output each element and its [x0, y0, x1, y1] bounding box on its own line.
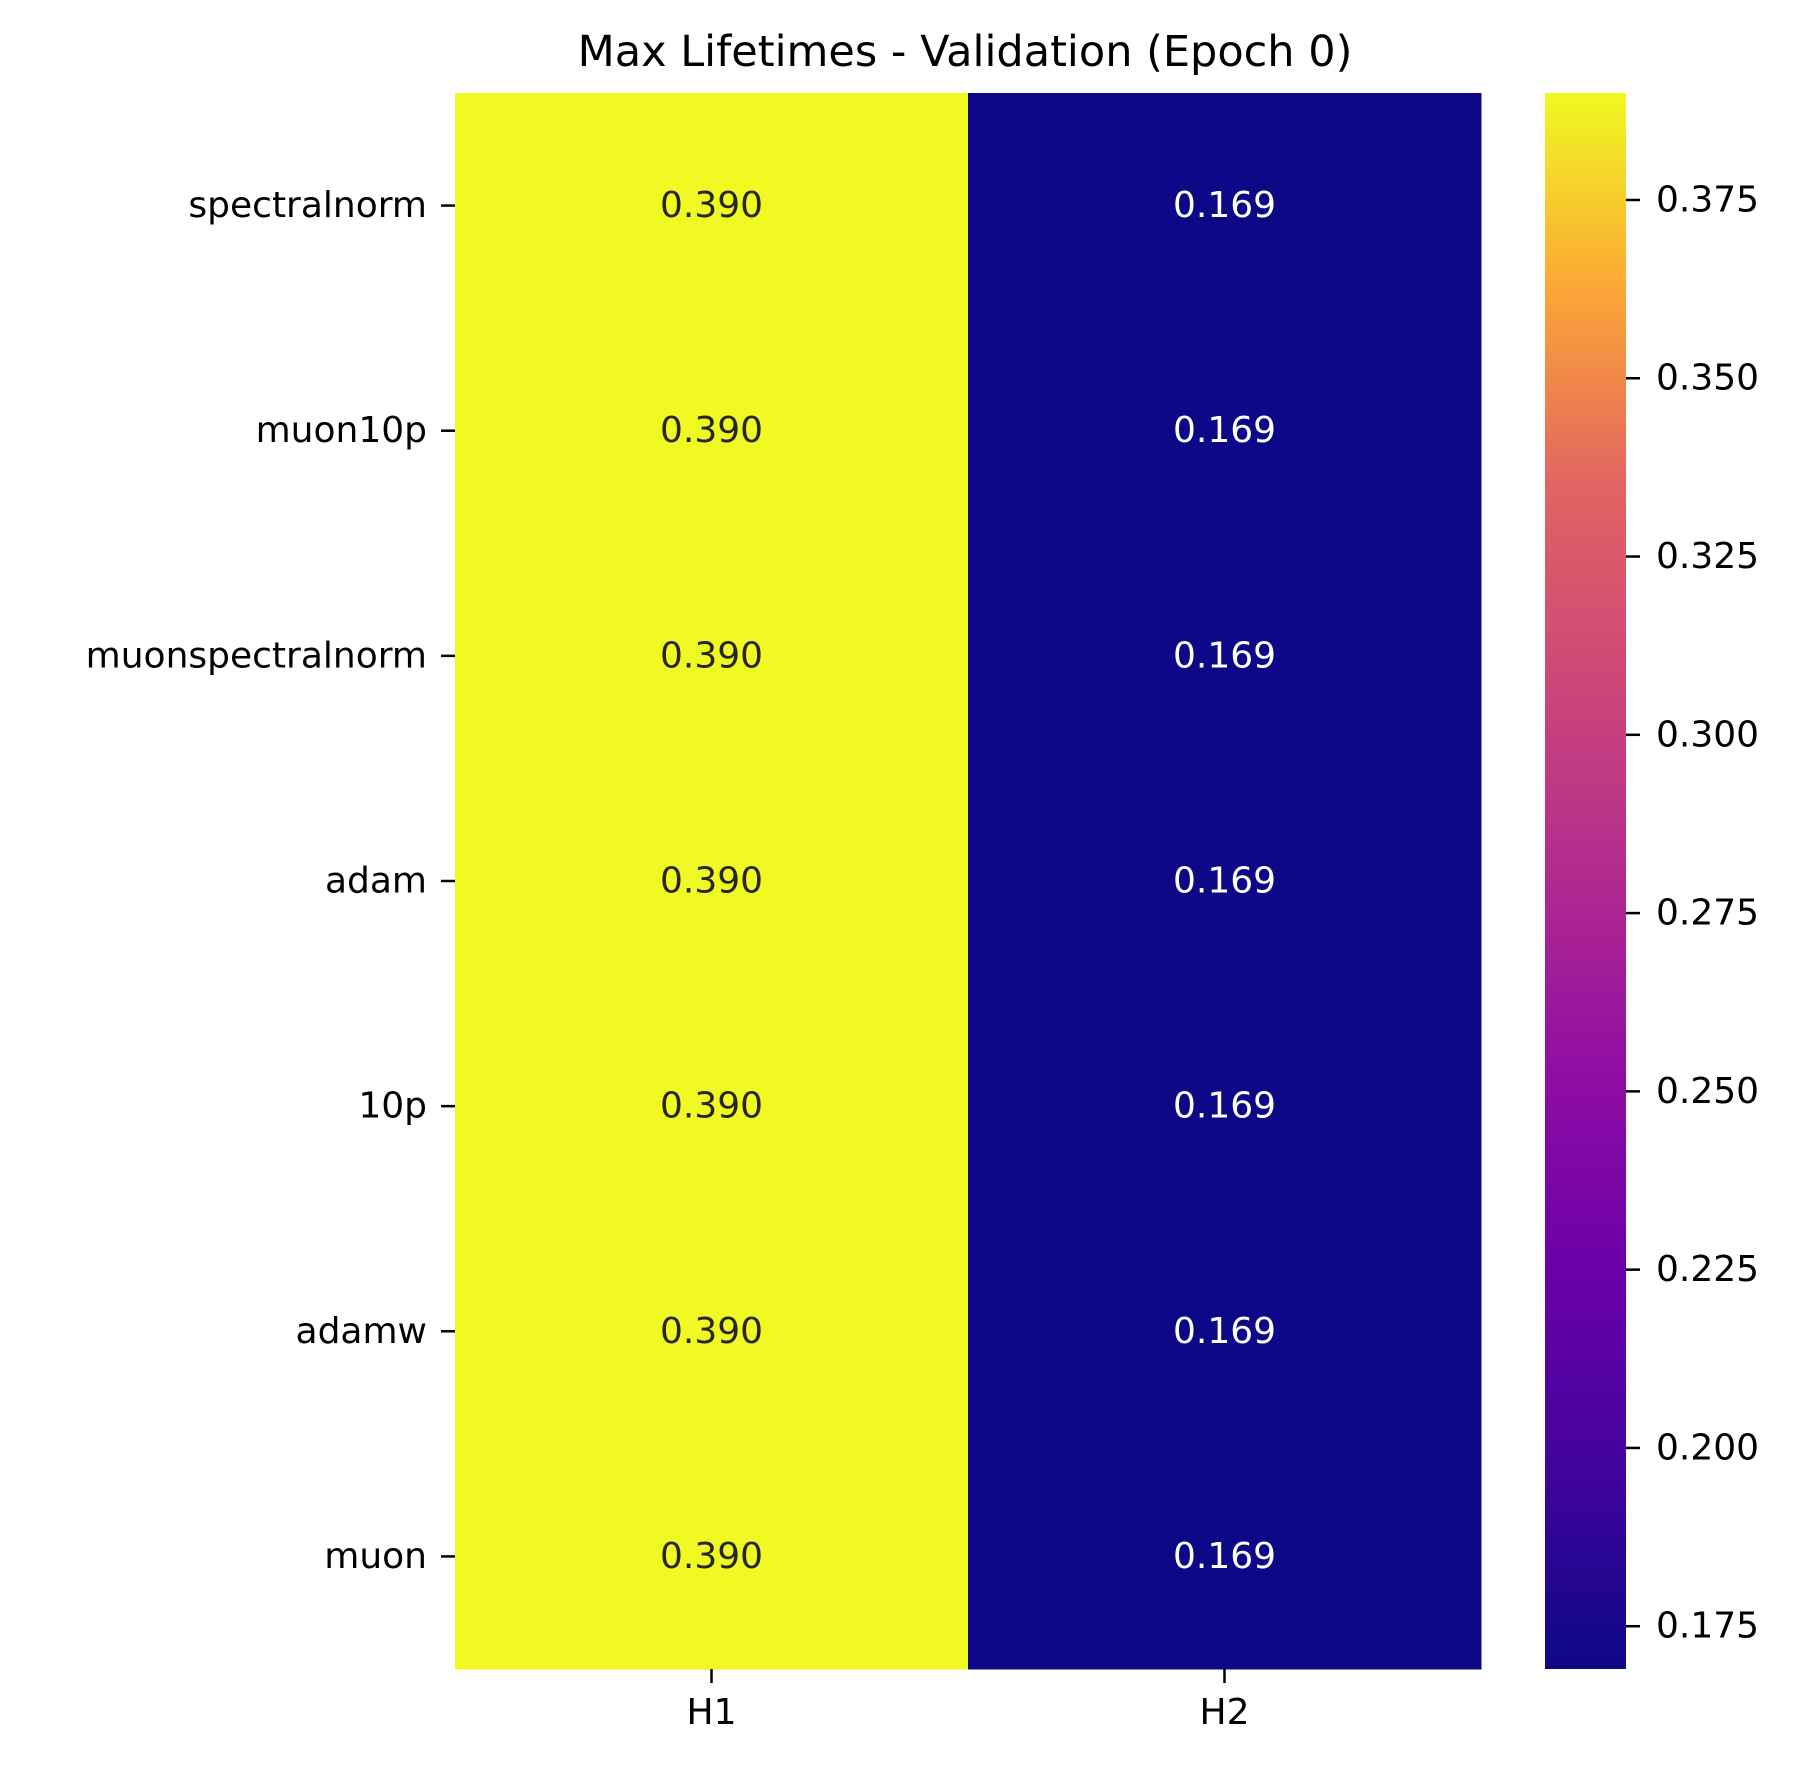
y-tick-label: muonspectralnorm	[86, 635, 427, 676]
colorbar-tick-label: 0.225	[1656, 1249, 1759, 1290]
colorbar-tick-label: 0.175	[1656, 1606, 1759, 1647]
colorbar-tick-label: 0.250	[1656, 1071, 1759, 1112]
y-tick-label: 10p	[358, 1086, 427, 1127]
cell-value-label: 0.390	[660, 1536, 763, 1577]
colorbar-tick-label: 0.200	[1656, 1427, 1759, 1468]
x-tick-label: H1	[687, 1692, 737, 1733]
colorbar-tick-label: 0.325	[1656, 536, 1759, 577]
colorbar-tick-label: 0.275	[1656, 893, 1759, 934]
y-tick-label: muon	[324, 1536, 427, 1577]
heatmap-cell	[455, 993, 969, 1220]
heatmap-cells: 0.390 0.169 0.390 0.169 0.390 0.169 0.390 0.169…	[455, 93, 1482, 1670]
cell-value-label: 0.390	[660, 1086, 763, 1127]
heatmap-cell	[968, 1218, 1482, 1445]
cell-value-label: 0.169	[1173, 1086, 1276, 1127]
colorbar-tick-label: 0.375	[1656, 179, 1759, 220]
cell-value-label: 0.169	[1173, 1536, 1276, 1577]
cell-value-label: 0.390	[660, 861, 763, 902]
y-tick-label: adam	[325, 861, 427, 902]
y-tick-label: spectralnorm	[188, 185, 427, 226]
cell-value-label: 0.169	[1173, 635, 1276, 676]
cell-value-label: 0.169	[1173, 410, 1276, 451]
heatmap-cell	[455, 1443, 969, 1670]
cell-value-label: 0.390	[660, 185, 763, 226]
heatmap-cell	[455, 768, 969, 995]
cell-value-label: 0.169	[1173, 185, 1276, 226]
y-tick-label: adamw	[296, 1311, 427, 1352]
heatmap-cell	[455, 318, 969, 544]
heatmap-cell	[968, 768, 1482, 995]
colorbar-tick-label: 0.350	[1656, 358, 1759, 399]
heatmap-cell	[455, 93, 969, 319]
cell-value-label: 0.390	[660, 635, 763, 676]
y-axis: spectralnorm muon10p muonspectralnorm adam 1…	[86, 185, 455, 1577]
cell-value-label: 0.390	[660, 410, 763, 451]
colorbar: 0.175 0.200 0.225 0.250 0.275 0.300 0.325 0.350…	[1545, 93, 1759, 1669]
y-tick-label: muon10p	[256, 410, 427, 451]
colorbar-gradient	[1545, 93, 1626, 1669]
colorbar-tick-label: 0.300	[1656, 714, 1759, 755]
heatmap-cell	[968, 543, 1482, 769]
heatmap-cell	[455, 543, 969, 769]
heatmap-cell	[455, 1218, 969, 1445]
cell-value-label: 0.390	[660, 1311, 763, 1352]
chart-title: Max Lifetimes - Validation (Epoch 0)	[578, 27, 1353, 77]
heatmap-cell	[968, 318, 1482, 544]
heatmap-cell	[968, 993, 1482, 1220]
heatmap-cell	[968, 1443, 1482, 1670]
x-tick-label: H2	[1200, 1692, 1250, 1733]
heatmap-cell	[968, 93, 1482, 319]
cell-value-label: 0.169	[1173, 861, 1276, 902]
x-axis: H1 H2	[687, 1669, 1250, 1733]
cell-value-label: 0.169	[1173, 1311, 1276, 1352]
